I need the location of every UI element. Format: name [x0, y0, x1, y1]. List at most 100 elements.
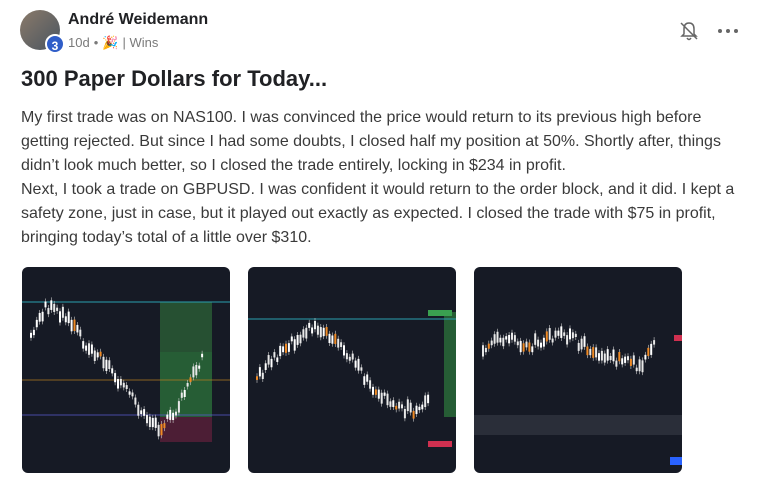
chart-screenshot[interactable] — [474, 267, 682, 473]
candle — [513, 335, 516, 342]
candle — [328, 333, 331, 344]
candle — [44, 301, 47, 308]
candle — [293, 339, 296, 351]
candle — [505, 336, 508, 340]
candle — [366, 374, 369, 382]
candle — [314, 320, 316, 330]
candle — [508, 334, 511, 344]
candle — [279, 345, 282, 357]
candle — [56, 307, 59, 311]
candle — [256, 376, 258, 380]
candle — [99, 351, 102, 357]
candle — [195, 364, 198, 376]
candle — [316, 325, 319, 335]
post-title: 300 Paper Dollars for Today... — [21, 66, 328, 91]
candle — [482, 345, 484, 357]
candle — [618, 352, 621, 362]
candle — [322, 327, 325, 337]
candle — [392, 400, 395, 408]
candle — [418, 406, 421, 411]
candle — [319, 327, 322, 338]
category-icon: 🎉 — [102, 35, 119, 50]
author-name[interactable]: André Weidemann — [68, 11, 209, 28]
candle — [79, 329, 82, 337]
candle — [296, 335, 299, 345]
candle — [88, 343, 90, 355]
candle — [285, 343, 287, 353]
candle — [421, 404, 424, 410]
candle — [650, 343, 653, 355]
candle — [148, 416, 151, 427]
chart-screenshot[interactable] — [22, 267, 230, 473]
level-badge: 3 — [45, 34, 65, 54]
category[interactable]: | Wins — [122, 35, 159, 50]
candle — [163, 423, 166, 429]
candle — [108, 360, 111, 369]
candle — [73, 319, 76, 331]
candle — [311, 327, 314, 334]
candle — [189, 377, 192, 383]
candle — [487, 343, 490, 349]
candle — [409, 402, 412, 413]
candle — [111, 368, 114, 374]
candle — [198, 365, 201, 369]
post-time: 10d — [68, 35, 90, 50]
candle — [522, 343, 525, 352]
candle — [560, 326, 563, 338]
candle — [566, 335, 569, 345]
candle — [53, 303, 56, 312]
candle — [357, 358, 360, 371]
candle — [621, 358, 624, 365]
candle — [609, 355, 612, 361]
candle — [334, 333, 337, 344]
candle — [398, 401, 401, 409]
candle — [624, 356, 627, 363]
candle — [41, 311, 44, 322]
candle — [490, 340, 493, 346]
candle — [586, 346, 589, 356]
candle — [377, 389, 380, 399]
candle — [589, 348, 592, 356]
candle — [383, 392, 386, 396]
candle — [525, 341, 528, 348]
candle — [140, 410, 143, 415]
candle — [192, 366, 195, 378]
candle — [273, 352, 276, 358]
candle — [38, 312, 41, 322]
candle — [143, 409, 146, 416]
candle — [128, 391, 131, 395]
candle — [372, 386, 374, 395]
candle — [519, 340, 522, 353]
candle — [563, 332, 566, 336]
candle — [606, 349, 609, 361]
candle — [632, 355, 635, 365]
candle — [180, 392, 183, 398]
candle — [595, 347, 598, 358]
paragraph: Next, I took a trade on GBPUSD. I was co… — [21, 181, 735, 246]
candle — [348, 356, 351, 361]
candle — [157, 424, 160, 437]
candle — [340, 342, 343, 347]
candle — [160, 423, 163, 436]
chart-screenshot[interactable] — [248, 267, 456, 473]
candle — [85, 345, 88, 351]
candle — [82, 341, 85, 349]
candle — [511, 332, 513, 340]
candle — [574, 333, 577, 337]
candle — [261, 372, 264, 379]
more-button[interactable] — [716, 24, 740, 38]
candle — [137, 404, 140, 416]
notify-button[interactable] — [678, 20, 700, 42]
candle — [90, 344, 93, 354]
candle — [389, 401, 392, 407]
candle — [540, 342, 542, 348]
candle — [653, 340, 656, 345]
candle — [603, 353, 606, 363]
candle — [47, 308, 50, 315]
candle — [598, 353, 600, 361]
candle — [424, 395, 427, 408]
candle — [635, 367, 638, 372]
candle — [406, 399, 409, 412]
candle — [415, 405, 418, 415]
candle — [70, 319, 73, 332]
